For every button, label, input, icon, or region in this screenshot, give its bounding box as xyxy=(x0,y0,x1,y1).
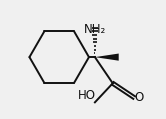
Polygon shape xyxy=(95,54,119,61)
Text: O: O xyxy=(135,91,144,104)
Text: HO: HO xyxy=(78,89,95,102)
Text: NH₂: NH₂ xyxy=(84,23,106,36)
